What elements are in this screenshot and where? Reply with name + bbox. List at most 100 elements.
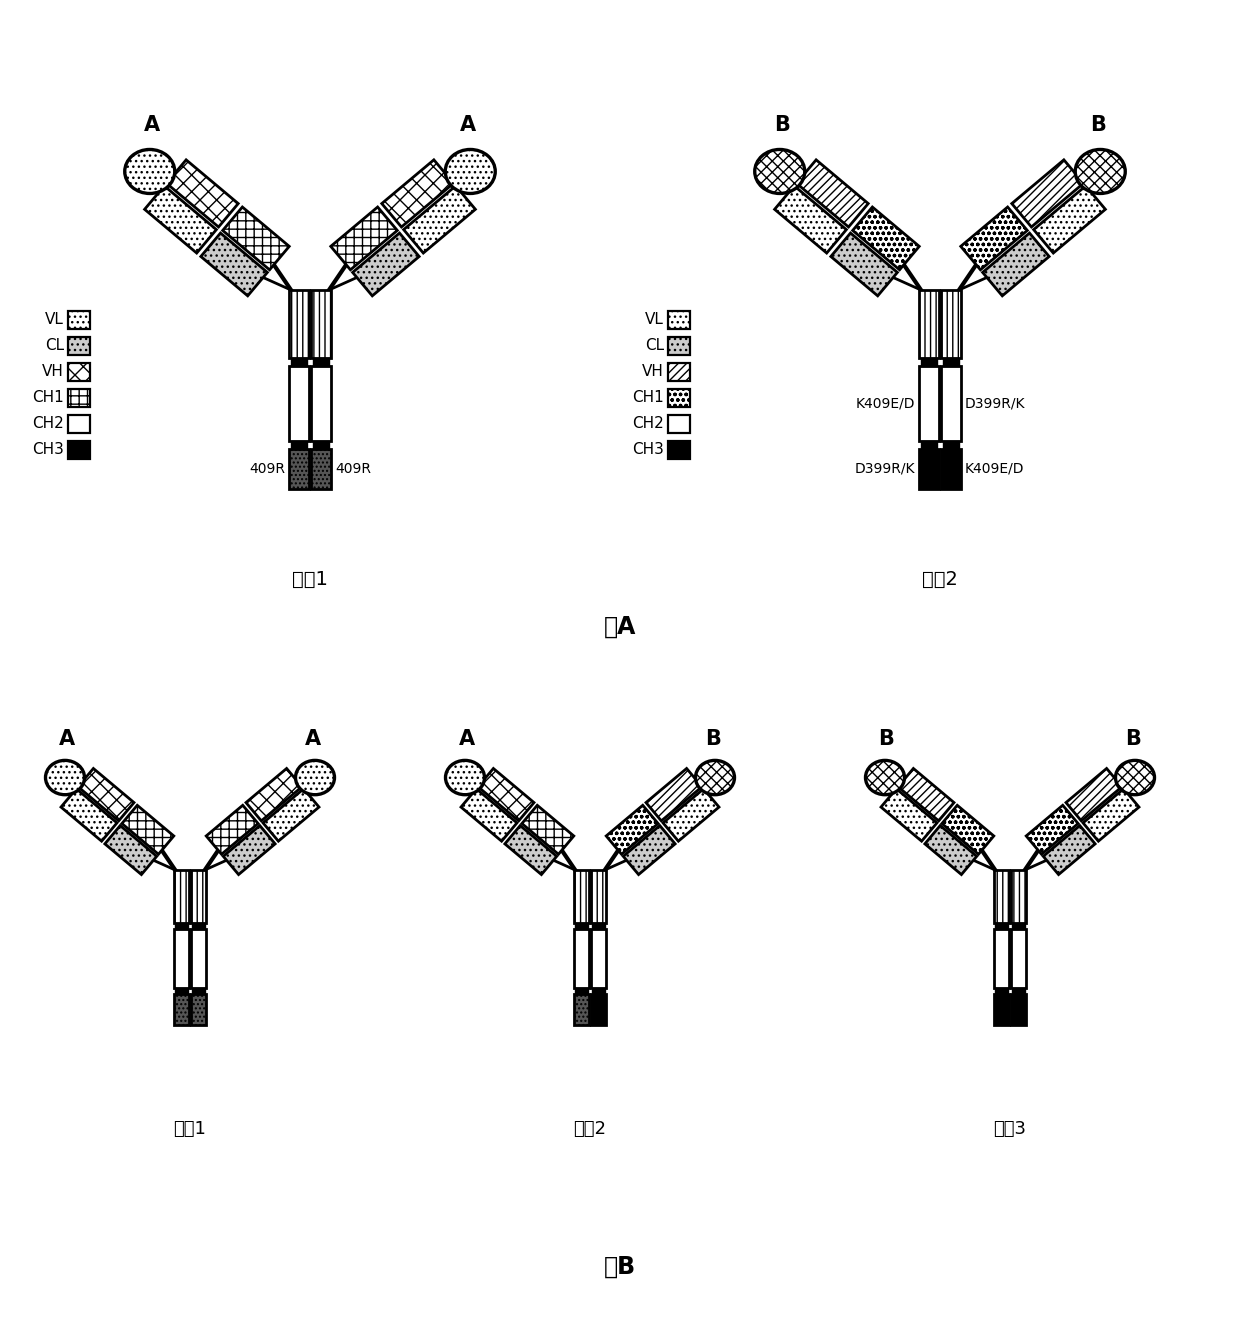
Text: A: A <box>460 116 476 136</box>
Polygon shape <box>880 789 937 842</box>
Polygon shape <box>942 806 993 855</box>
Text: A: A <box>459 729 475 749</box>
Polygon shape <box>624 826 675 874</box>
Ellipse shape <box>295 760 335 795</box>
Bar <box>919 365 939 441</box>
Bar <box>668 441 689 459</box>
Polygon shape <box>925 826 977 874</box>
Bar <box>68 415 91 433</box>
Polygon shape <box>831 233 898 295</box>
Text: 抗体1: 抗体1 <box>293 570 327 590</box>
Polygon shape <box>505 826 557 874</box>
Bar <box>941 448 961 489</box>
Bar <box>192 923 205 930</box>
Polygon shape <box>982 233 1049 295</box>
Polygon shape <box>404 186 475 253</box>
Text: B: B <box>706 729 722 749</box>
Text: K409E/D: K409E/D <box>965 462 1024 476</box>
Text: 409R: 409R <box>335 462 371 476</box>
Bar <box>289 448 309 489</box>
Text: CH3: CH3 <box>632 442 663 458</box>
Text: CL: CL <box>645 339 663 353</box>
Text: B: B <box>1090 116 1106 136</box>
Polygon shape <box>796 160 868 227</box>
Polygon shape <box>223 826 275 874</box>
Bar <box>291 441 308 448</box>
Bar <box>590 930 606 988</box>
Ellipse shape <box>1075 149 1125 194</box>
Bar <box>68 336 91 355</box>
Bar <box>191 995 206 1025</box>
Polygon shape <box>1083 789 1140 842</box>
Ellipse shape <box>445 149 495 194</box>
Bar <box>175 988 187 995</box>
Text: K409E/D: K409E/D <box>856 397 915 410</box>
Bar <box>919 448 939 489</box>
Text: B: B <box>1126 729 1141 749</box>
Bar <box>1012 988 1024 995</box>
Text: CH2: CH2 <box>632 417 663 431</box>
Polygon shape <box>853 207 919 270</box>
Polygon shape <box>166 160 238 227</box>
Text: D399R/K: D399R/K <box>854 462 915 476</box>
Polygon shape <box>775 186 847 253</box>
Bar <box>1011 871 1027 923</box>
Bar <box>289 290 309 357</box>
Bar <box>590 871 606 923</box>
Polygon shape <box>898 769 954 820</box>
Bar <box>942 357 959 365</box>
Polygon shape <box>201 233 268 295</box>
Text: VL: VL <box>645 313 663 327</box>
Text: A: A <box>58 729 74 749</box>
Polygon shape <box>1012 160 1084 227</box>
Bar <box>921 357 937 365</box>
Bar <box>311 290 331 357</box>
Text: VH: VH <box>642 364 663 380</box>
Polygon shape <box>522 806 574 855</box>
Bar <box>192 988 205 995</box>
Bar <box>941 290 961 357</box>
Polygon shape <box>122 806 174 855</box>
Text: 图A: 图A <box>604 615 636 638</box>
Polygon shape <box>479 769 534 820</box>
Polygon shape <box>331 207 397 270</box>
Text: 图B: 图B <box>604 1254 636 1279</box>
Polygon shape <box>606 806 658 855</box>
Text: B: B <box>774 116 790 136</box>
Bar <box>574 871 589 923</box>
Bar <box>996 923 1008 930</box>
Bar <box>921 441 937 448</box>
Bar <box>668 336 689 355</box>
Bar <box>191 871 206 923</box>
Text: A: A <box>144 116 160 136</box>
Bar <box>593 923 605 930</box>
Polygon shape <box>78 769 134 820</box>
Polygon shape <box>246 769 303 820</box>
Polygon shape <box>352 233 419 295</box>
Bar <box>919 290 939 357</box>
Ellipse shape <box>866 760 904 795</box>
Bar <box>311 448 331 489</box>
Polygon shape <box>382 160 454 227</box>
Text: 抗体3: 抗体3 <box>993 1120 1027 1137</box>
Bar <box>1011 930 1027 988</box>
Bar <box>174 930 190 988</box>
Polygon shape <box>105 826 156 874</box>
Text: CH1: CH1 <box>632 390 663 405</box>
Polygon shape <box>663 789 719 842</box>
Bar <box>993 871 1009 923</box>
Bar <box>574 930 589 988</box>
Polygon shape <box>145 186 216 253</box>
Polygon shape <box>1066 769 1122 820</box>
Bar <box>191 930 206 988</box>
Polygon shape <box>223 207 289 270</box>
Bar <box>993 995 1009 1025</box>
Polygon shape <box>206 806 258 855</box>
Text: A: A <box>305 729 321 749</box>
Bar <box>291 357 308 365</box>
Bar <box>668 389 689 408</box>
Polygon shape <box>1043 826 1095 874</box>
Text: VH: VH <box>42 364 64 380</box>
Text: CH1: CH1 <box>32 390 64 405</box>
Bar <box>574 995 589 1025</box>
